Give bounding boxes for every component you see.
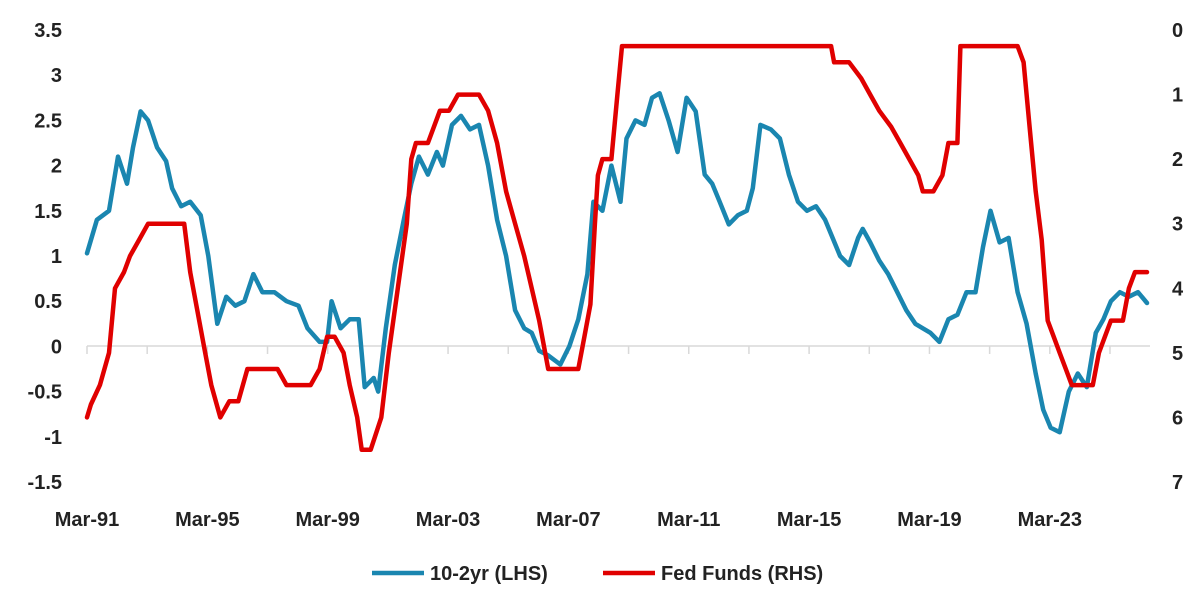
y-right-tick-label: 2 <box>1172 149 1183 171</box>
y-left-tick-label: -1.5 <box>28 472 62 494</box>
x-tick-label: Mar-03 <box>416 509 480 531</box>
y-right-tick-label: 0 <box>1172 20 1183 42</box>
y-left-tick-label: 0.5 <box>34 291 62 313</box>
series-line-fed-funds <box>84 43 1150 452</box>
series-group <box>84 43 1150 452</box>
y-right-tick-label: 6 <box>1172 407 1183 429</box>
x-tick-label: Mar-11 <box>657 509 720 531</box>
y-left-tick-label: 3 <box>51 65 62 87</box>
y-left-axis-labels: 3.5 3 2.5 2 1.5 1 0.5 0 -0.5 -1 -1.5 <box>28 20 62 494</box>
x-tick-label: Mar-95 <box>175 509 239 531</box>
legend-label-fed-funds: Fed Funds (RHS) <box>661 563 823 585</box>
x-tick-label: Mar-99 <box>295 509 359 531</box>
y-left-tick-label: 3.5 <box>34 20 62 42</box>
x-axis-labels: Mar-91 Mar-95 Mar-99 Mar-03 Mar-07 Mar-11 Mar-… <box>55 509 1082 531</box>
x-tick-label: Mar-15 <box>777 509 841 531</box>
y-right-tick-label: 1 <box>1172 85 1183 107</box>
legend: 10-2yr (LHS) Fed Funds (RHS) <box>372 563 823 585</box>
y-right-tick-label: 4 <box>1172 278 1184 300</box>
x-tick-label: Mar-23 <box>1018 509 1082 531</box>
y-right-tick-label: 7 <box>1172 472 1183 494</box>
legend-label-10-2yr: 10-2yr (LHS) <box>430 563 548 585</box>
x-axis-ticks <box>86 346 1111 354</box>
y-left-tick-label: 2.5 <box>34 110 62 132</box>
y-left-tick-label: 0 <box>51 336 62 358</box>
x-tick-label: Mar-19 <box>897 509 961 531</box>
x-tick-label: Mar-07 <box>536 509 600 531</box>
y-left-tick-label: -0.5 <box>28 382 62 404</box>
y-left-tick-label: 1.5 <box>34 201 62 223</box>
y-left-tick-label: -1 <box>44 427 62 449</box>
y-left-tick-label: 1 <box>51 246 62 268</box>
series-line-10-2yr <box>84 91 1150 435</box>
y-left-tick-label: 2 <box>51 156 62 178</box>
x-tick-label: Mar-91 <box>55 509 119 531</box>
y-right-axis-labels: 0 1 2 3 4 5 6 7 <box>1172 20 1184 494</box>
y-right-tick-label: 5 <box>1172 343 1183 365</box>
plot-area: Mar-91 Mar-95 Mar-99 Mar-03 Mar-07 Mar-11 Mar-… <box>28 20 1184 531</box>
y-right-tick-label: 3 <box>1172 214 1183 236</box>
